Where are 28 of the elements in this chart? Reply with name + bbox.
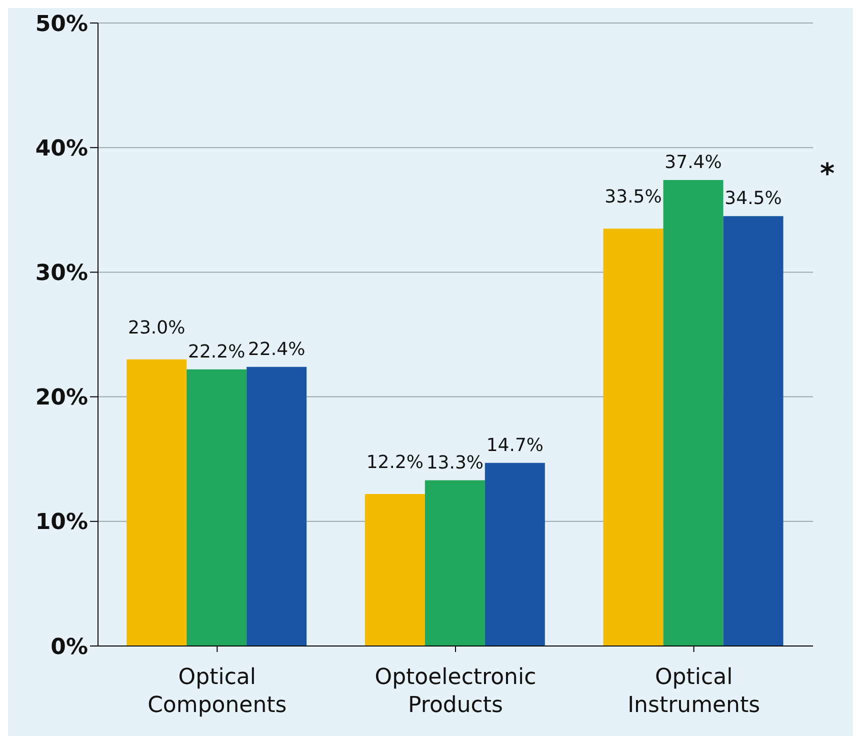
x-tick-label: Optical Components (148, 665, 287, 718)
data-label: 34.5% (724, 188, 782, 210)
bar (246, 366, 307, 646)
y-tick-label: 50% (35, 12, 88, 37)
data-label: 22.4% (248, 338, 306, 360)
bar (663, 180, 724, 646)
y-tick-label: 40% (35, 136, 88, 162)
bar (484, 462, 545, 646)
y-tick-label: 0% (50, 634, 88, 660)
y-tick-label: 20% (35, 386, 88, 411)
data-label: 13.3% (426, 452, 484, 474)
x-tick-label: Optical Instruments (628, 665, 760, 718)
bar (364, 494, 425, 646)
x-tick-label: Optoelectronic Products (374, 665, 536, 718)
bar (126, 359, 187, 646)
bar (603, 228, 664, 646)
text: * (820, 157, 835, 190)
data-label: 23.0% (128, 317, 186, 338)
bar (723, 216, 784, 646)
y-tick-label: 10% (35, 510, 88, 536)
data-label: 14.7% (486, 434, 544, 456)
bar (424, 480, 485, 646)
data-label: 37.4% (664, 152, 722, 173)
data-label: 22.2% (188, 341, 246, 362)
y-tick-label: 30% (35, 261, 88, 286)
data-label: 33.5% (604, 186, 662, 208)
data-label: 12.2% (366, 452, 424, 473)
bar (186, 369, 247, 646)
